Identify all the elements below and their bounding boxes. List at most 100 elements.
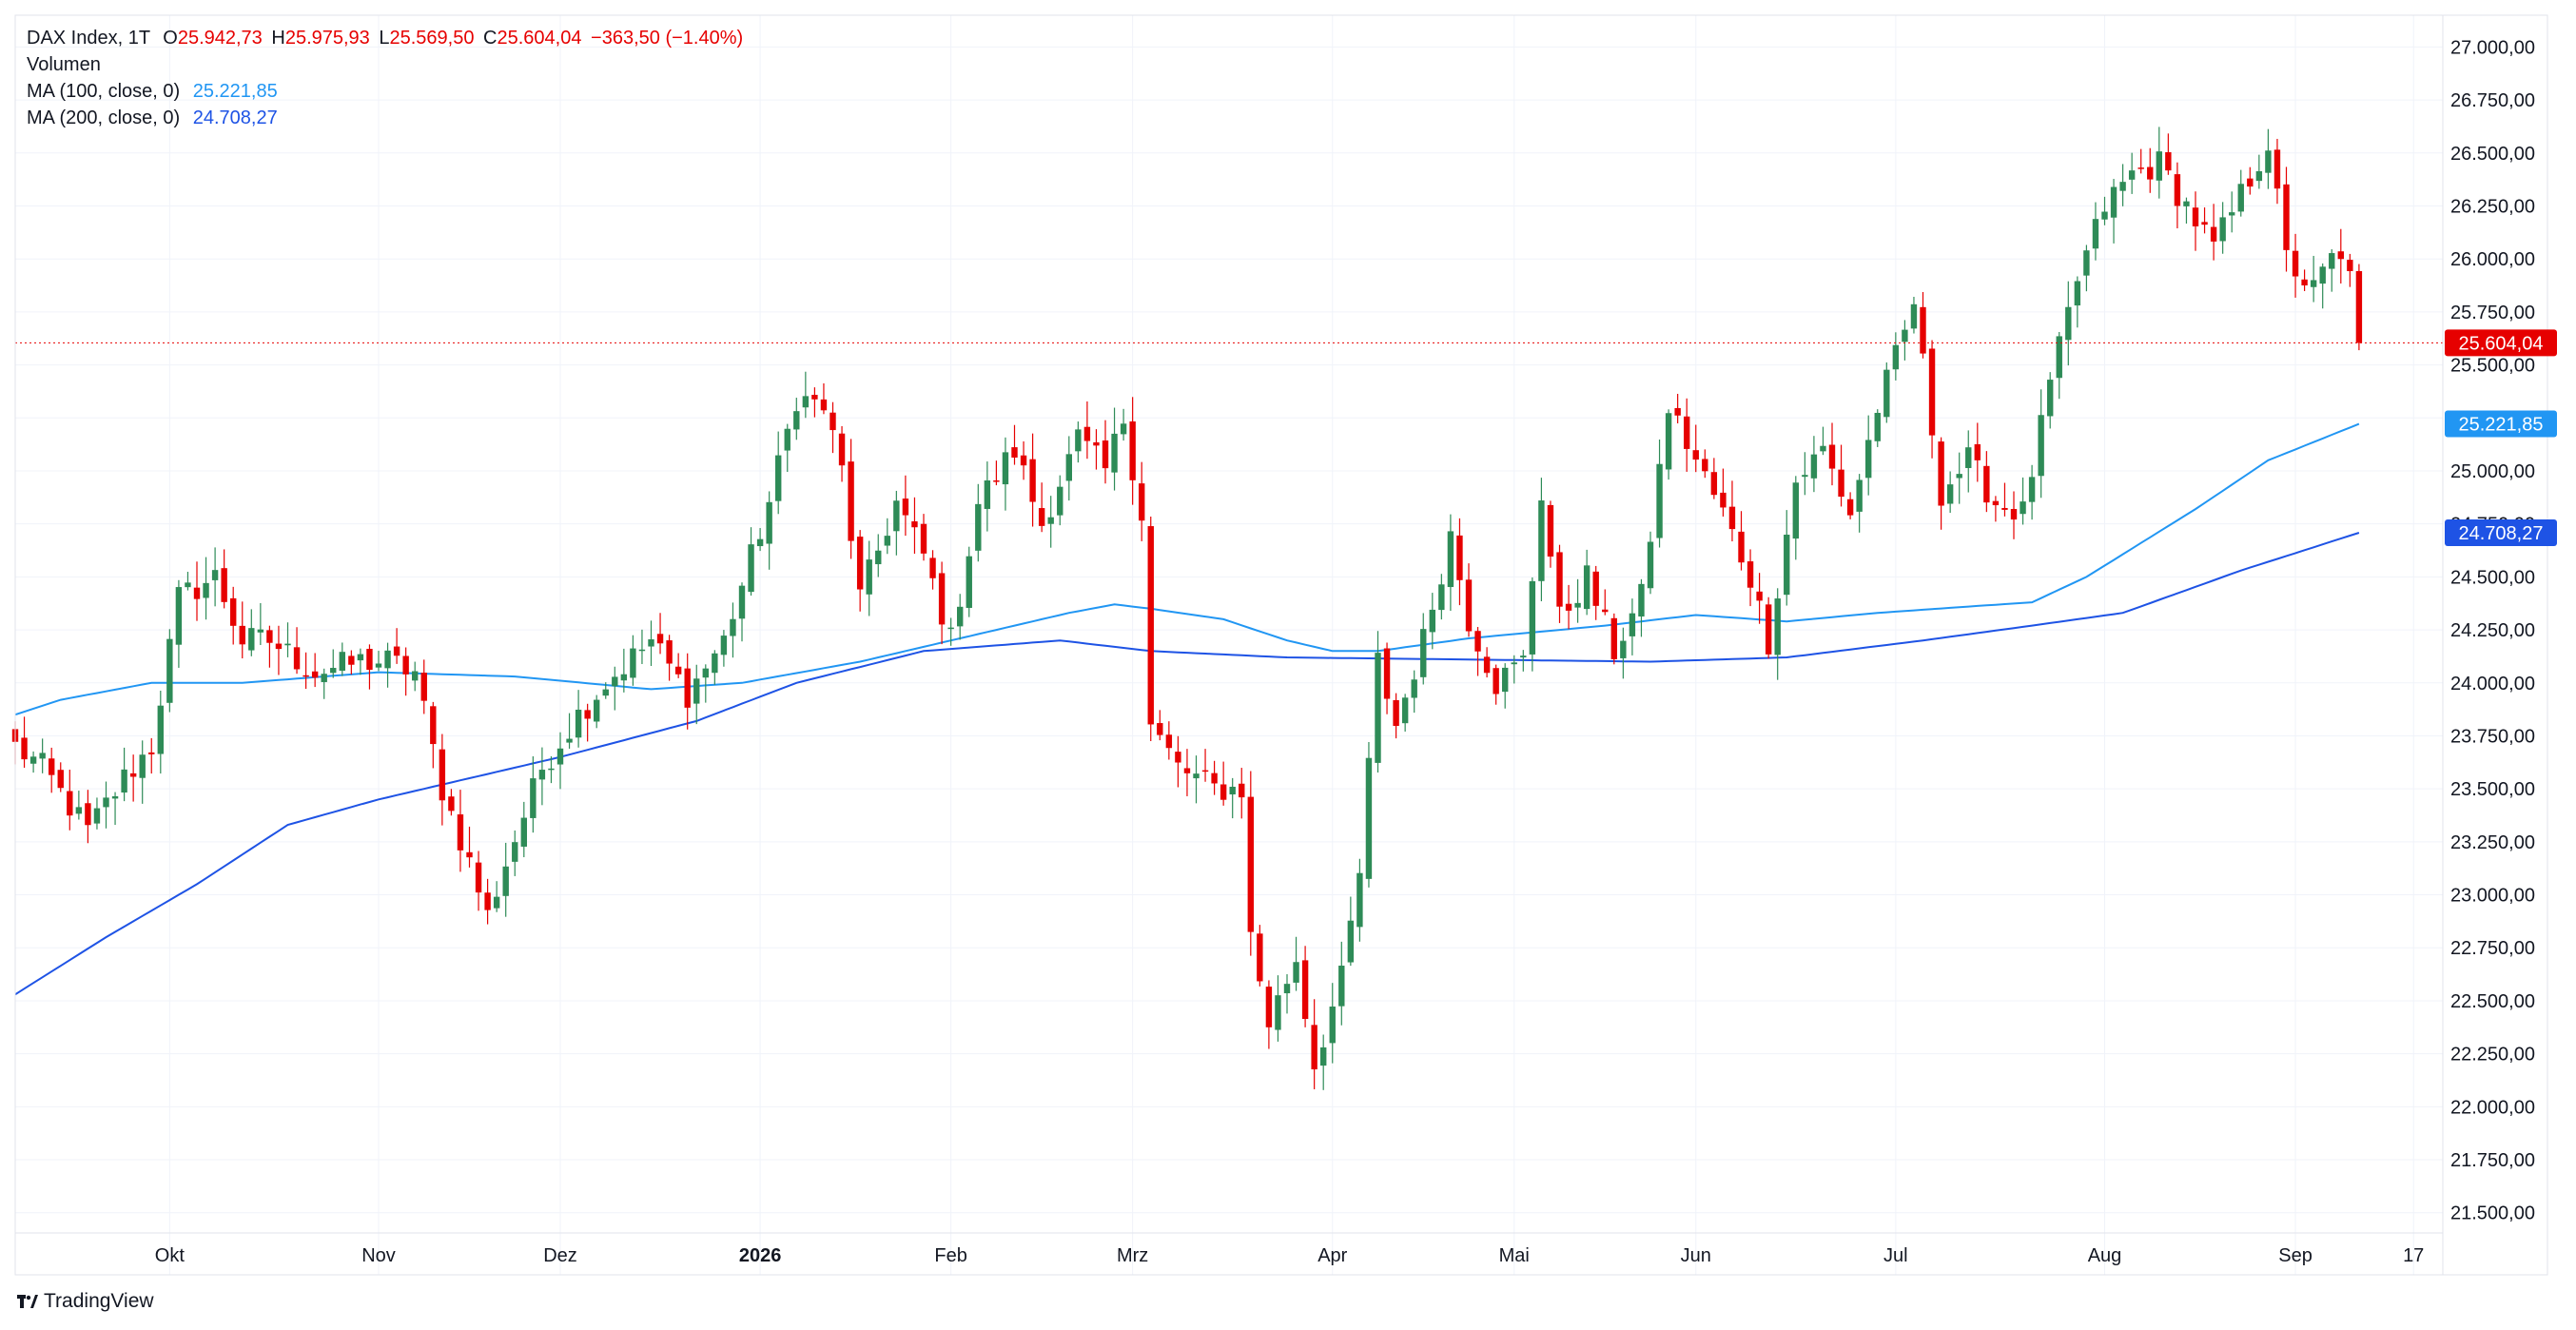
candle-body bbox=[2074, 281, 2081, 306]
candle-body bbox=[911, 520, 918, 528]
candle-body bbox=[1447, 531, 1454, 588]
candle-body bbox=[357, 654, 364, 661]
candle-body bbox=[1493, 668, 1499, 694]
candle-body bbox=[93, 808, 101, 824]
candle-body bbox=[1365, 757, 1373, 879]
candle-body bbox=[975, 503, 982, 551]
ma100-row[interactable]: MA (100, close, 0) 25.221,85 bbox=[27, 78, 743, 105]
candle-body bbox=[1301, 960, 1309, 1020]
candle-body bbox=[2192, 207, 2199, 226]
candle-body bbox=[393, 646, 400, 656]
candle-body bbox=[1083, 426, 1091, 441]
candle-body bbox=[766, 501, 772, 544]
candle-body bbox=[875, 550, 882, 565]
candle-body bbox=[1502, 667, 1509, 693]
candle-body bbox=[920, 523, 927, 554]
candle-body bbox=[2237, 184, 2244, 212]
candle-body bbox=[1974, 443, 1981, 460]
candle-body bbox=[339, 652, 345, 672]
candle-body bbox=[2347, 260, 2353, 271]
candle-body bbox=[1511, 662, 1517, 665]
candle-body bbox=[375, 663, 382, 668]
brand-name: TradingView bbox=[44, 1290, 154, 1312]
candle-body bbox=[2247, 178, 2254, 187]
ma200-price-tag-label: 24.708,27 bbox=[2459, 523, 2544, 544]
candle-body bbox=[475, 862, 482, 893]
candle-body bbox=[166, 638, 173, 703]
candle-body bbox=[1728, 506, 1736, 530]
candle-body bbox=[2201, 222, 2208, 225]
candle-body bbox=[1129, 421, 1136, 480]
candle-body bbox=[1047, 517, 1054, 524]
change-value: −363,50 (−1.40%) bbox=[591, 28, 744, 49]
candle-body bbox=[457, 814, 464, 851]
ma200-row[interactable]: MA (200, close, 0) 24.708,27 bbox=[27, 105, 743, 131]
candle-body bbox=[2010, 509, 2018, 520]
low-label: L bbox=[379, 28, 390, 49]
candle-body bbox=[103, 797, 109, 808]
candle-body bbox=[684, 668, 691, 708]
candle-body bbox=[502, 866, 509, 896]
candle-body bbox=[893, 500, 900, 532]
candle-body bbox=[602, 689, 609, 696]
candle-body bbox=[938, 573, 946, 625]
volume-row[interactable]: Volumen bbox=[27, 51, 743, 78]
ma200-value: 24.708,27 bbox=[192, 108, 278, 128]
candle-body bbox=[775, 455, 782, 501]
tradingview-logo-icon bbox=[17, 1295, 38, 1308]
candle-body bbox=[1429, 609, 1435, 633]
candle-body bbox=[1874, 412, 1881, 441]
candle-body bbox=[1702, 459, 1708, 472]
symbol-label[interactable]: DAX Index, 1T bbox=[27, 28, 150, 49]
y-tick-label: 26.250,00 bbox=[2450, 197, 2535, 218]
candle-body bbox=[1283, 984, 1291, 994]
candle-body bbox=[2156, 151, 2162, 181]
candle-body bbox=[484, 892, 491, 910]
y-tick-label: 26.000,00 bbox=[2450, 249, 2535, 270]
candle-body bbox=[1193, 773, 1200, 779]
candle-body bbox=[1093, 441, 1100, 446]
candle-body bbox=[1356, 872, 1363, 928]
candle-body bbox=[530, 778, 537, 818]
y-axis[interactable]: 21.500,00 21.750,00 22.000,00 22.250,00 22.5… bbox=[2450, 37, 2535, 1223]
candle-body bbox=[929, 557, 936, 578]
candle-body bbox=[2283, 184, 2290, 250]
candle-body bbox=[321, 674, 327, 682]
candle-body bbox=[2056, 336, 2062, 379]
candle-body bbox=[1002, 452, 1009, 485]
last-price-tag-label: 25.604,04 bbox=[2459, 333, 2544, 354]
candle-body bbox=[1720, 492, 1727, 508]
candle-body bbox=[1075, 429, 1082, 452]
candle-body bbox=[1157, 723, 1163, 735]
y-tick-label: 22.250,00 bbox=[2450, 1045, 2535, 1066]
candle-body bbox=[157, 705, 164, 754]
candle-body bbox=[656, 634, 664, 644]
candle-body bbox=[1111, 433, 1118, 473]
candle-body bbox=[1828, 444, 1836, 469]
candle-body bbox=[730, 618, 736, 636]
candle-body bbox=[620, 674, 628, 681]
candle-body bbox=[712, 653, 718, 674]
candle-body bbox=[811, 395, 818, 400]
y-tick-label: 22.500,00 bbox=[2450, 991, 2535, 1012]
y-tick-label: 22.000,00 bbox=[2450, 1097, 2535, 1118]
x-tick-label: Aug bbox=[2088, 1245, 2122, 1266]
candle-body bbox=[1774, 598, 1781, 655]
candle-body bbox=[674, 666, 682, 675]
candle-body bbox=[257, 629, 264, 633]
candle-body bbox=[1602, 609, 1609, 613]
x-tick-label: Mrz bbox=[1117, 1245, 1148, 1266]
candle-body bbox=[2038, 415, 2044, 477]
x-axis[interactable]: Okt Nov Dez 2026 Feb Mrz Apr Mai Jun Jul Aug Sep 17 bbox=[155, 1245, 2425, 1266]
candle-body bbox=[638, 649, 646, 652]
candle-body bbox=[1147, 526, 1154, 725]
candle-body bbox=[412, 671, 419, 681]
candle-body bbox=[1820, 445, 1826, 452]
candle-body bbox=[1665, 413, 1672, 470]
tradingview-brand[interactable]: TradingView bbox=[17, 1290, 154, 1313]
candle-body bbox=[29, 756, 37, 764]
candle-body bbox=[1175, 752, 1181, 763]
ma100-label: MA (100, close, 0) bbox=[27, 81, 181, 102]
high-value: 25.975,93 bbox=[284, 28, 370, 49]
